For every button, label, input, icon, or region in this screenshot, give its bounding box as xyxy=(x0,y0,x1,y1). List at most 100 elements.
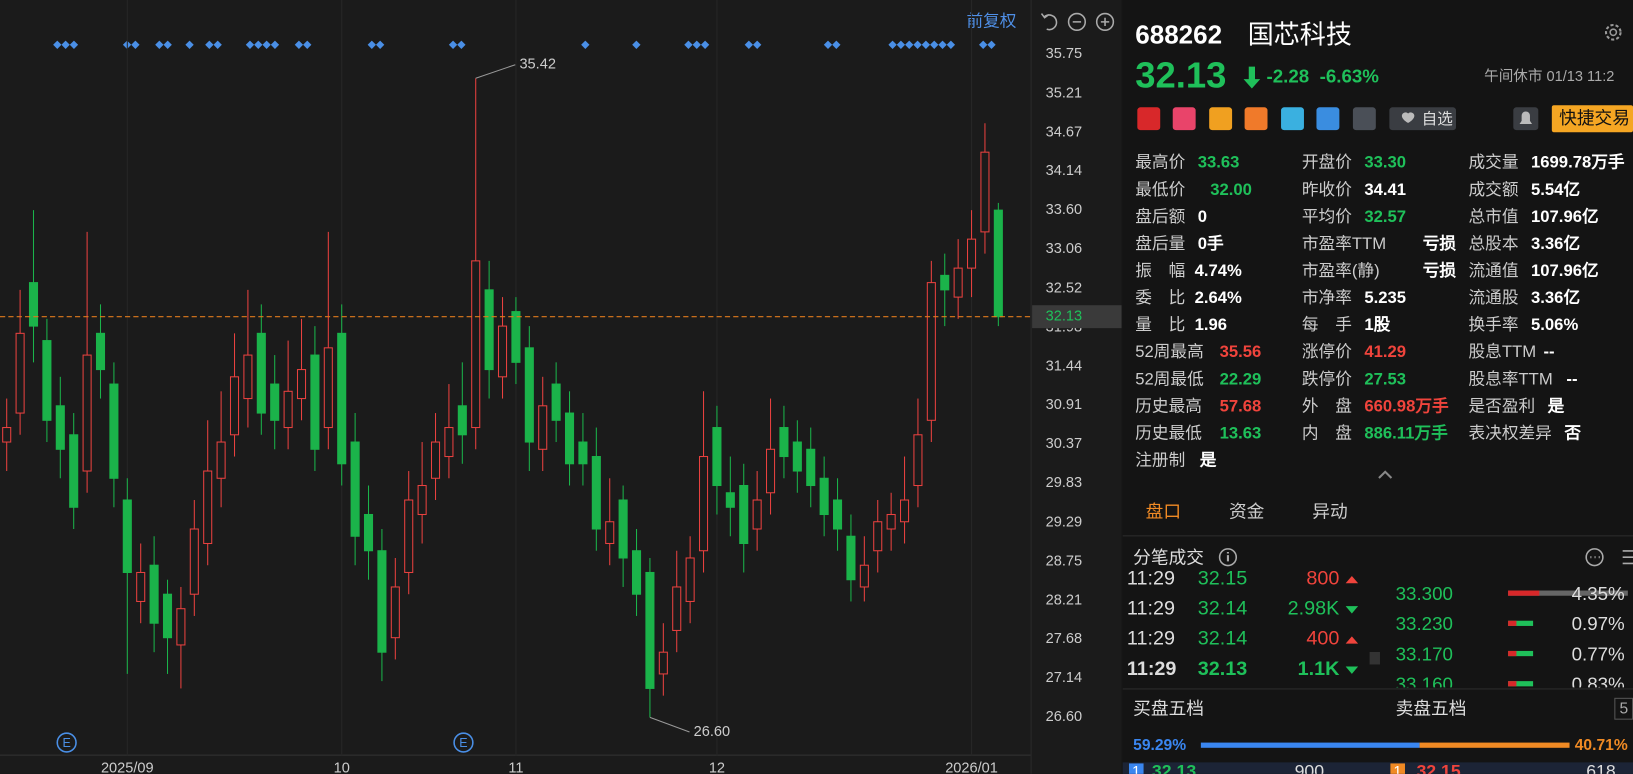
collapse-caret[interactable] xyxy=(1376,469,1395,481)
candle-body xyxy=(631,550,642,595)
levels-button[interactable]: 5 xyxy=(1614,697,1633,720)
dist-price: 33.230 xyxy=(1395,613,1453,635)
y-tick-label: 34.67 xyxy=(1046,124,1082,140)
y-tick-label: 30.91 xyxy=(1046,397,1082,413)
stat-label: 市盈率TTM xyxy=(1301,235,1387,254)
candle-body xyxy=(967,238,977,269)
tag-icon[interactable] xyxy=(1172,107,1196,131)
triangle xyxy=(1345,636,1359,644)
divider xyxy=(1122,535,1633,537)
signal-diamond xyxy=(448,40,458,49)
candle-body xyxy=(176,608,186,646)
stat-value: 660.98万手 xyxy=(1364,397,1449,416)
candle-body xyxy=(216,441,226,479)
trades-title: 分笔成交 xyxy=(1133,547,1204,568)
candle-body xyxy=(926,282,936,421)
signal-diamond xyxy=(53,40,62,49)
signal-diamond xyxy=(905,40,914,49)
stat-label: 成交量 xyxy=(1468,154,1519,172)
dist-price: 33.170 xyxy=(1395,643,1453,665)
candle-body xyxy=(256,332,266,414)
settings-icon[interactable] xyxy=(1602,21,1625,44)
stat-value: 33.30 xyxy=(1364,154,1407,172)
y-tick-label: 28.21 xyxy=(1046,593,1082,609)
candle-body xyxy=(229,376,240,436)
candle-body xyxy=(323,347,333,429)
stat-value: 4.74% xyxy=(1194,262,1242,281)
candle-body xyxy=(873,521,883,552)
stat-label: 总股本 xyxy=(1468,235,1519,254)
zoom-out[interactable] xyxy=(1067,12,1087,31)
x-tick-label: 10 xyxy=(334,760,350,773)
info-icon[interactable] xyxy=(1216,546,1239,569)
adjust-toggle[interactable]: 前复权 xyxy=(967,11,1017,30)
stat-value: 3.36亿 xyxy=(1531,289,1581,308)
zoom-in[interactable] xyxy=(1095,12,1115,31)
gear-hub xyxy=(1609,28,1618,37)
sell-price: 32.15 xyxy=(1416,761,1461,774)
stat-label: 量 比 xyxy=(1135,316,1186,335)
trade-direction xyxy=(1345,606,1359,614)
candle-body xyxy=(310,354,320,450)
stat-label: 总市值 xyxy=(1468,208,1519,227)
candle-body xyxy=(283,390,293,429)
candle-body xyxy=(806,448,816,487)
tag-flag[interactable] xyxy=(1137,107,1161,131)
candle-body xyxy=(337,332,347,465)
candle-body xyxy=(377,550,387,653)
signal-diamond xyxy=(262,40,271,49)
tab[interactable]: 盘口 xyxy=(1145,502,1182,522)
stock-code: 688262 xyxy=(1135,20,1223,50)
more-icon[interactable] xyxy=(1585,548,1604,567)
tag-icon[interactable] xyxy=(1244,107,1268,131)
book-row-bg xyxy=(1122,762,1633,774)
candle-body xyxy=(404,499,414,573)
stat-value: 107.96亿 xyxy=(1531,262,1599,281)
buy-title: 买盘五档 xyxy=(1133,698,1204,719)
stat-value: -- xyxy=(1543,343,1555,362)
list-icon[interactable] xyxy=(1622,550,1633,565)
stat-value: 41.29 xyxy=(1364,343,1407,362)
stat-value: 5.06% xyxy=(1531,316,1579,335)
chart-bg xyxy=(0,0,1122,774)
dist-price: 33.160 xyxy=(1395,673,1453,688)
candle-body xyxy=(484,289,494,371)
signal-diamond xyxy=(987,40,996,49)
trade-button[interactable] xyxy=(1551,105,1633,133)
extreme-leader xyxy=(649,716,690,733)
trade-direction xyxy=(1345,666,1359,674)
stat-label: 流通值 xyxy=(1468,262,1519,281)
x-tick-label: 11 xyxy=(508,760,523,773)
candle-body xyxy=(792,441,802,472)
candle-body xyxy=(363,513,374,552)
signal-diamond xyxy=(753,40,762,49)
scroll-handle[interactable] xyxy=(1369,651,1380,665)
reset-icon[interactable] xyxy=(1040,13,1058,31)
candle-body xyxy=(779,427,789,458)
signal-diamond xyxy=(270,40,280,49)
tag-icon[interactable] xyxy=(1209,107,1233,131)
candle-body xyxy=(859,564,869,588)
event-label: E xyxy=(459,736,467,750)
tab[interactable]: 资金 xyxy=(1228,502,1265,522)
chart-tools xyxy=(1040,12,1115,31)
signal-diamond xyxy=(367,40,376,49)
candle-body xyxy=(752,499,762,530)
tag-icon[interactable] xyxy=(1316,107,1340,131)
stat-value: 33.63 xyxy=(1197,154,1240,172)
caret xyxy=(1378,470,1393,479)
stat-value: 否 xyxy=(1564,424,1582,443)
signal-diamond xyxy=(185,40,194,49)
candle-body xyxy=(913,434,923,487)
stat-value: 22.29 xyxy=(1219,370,1262,389)
stat-label: 52周最低 xyxy=(1135,370,1204,389)
trade-time: 11:29 xyxy=(1126,628,1175,650)
stat-value: 13.63 xyxy=(1219,424,1262,443)
tag-icon[interactable] xyxy=(1352,107,1376,131)
bell-icon xyxy=(1519,111,1533,124)
stat-label: 注册制 xyxy=(1135,452,1186,470)
trades-area: 11:29 32.15 800 11:29 32.14 2.98K 11:29 32.14 40… xyxy=(1123,571,1633,688)
tag-icon[interactable] xyxy=(1281,107,1304,131)
tab[interactable]: 异动 xyxy=(1312,502,1348,522)
